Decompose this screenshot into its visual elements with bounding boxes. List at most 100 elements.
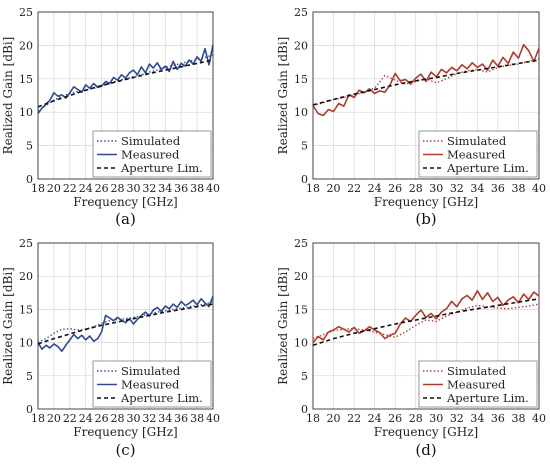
x-tick-label: 30 xyxy=(126,182,140,195)
x-tick-label: 24 xyxy=(79,412,93,425)
legend-entry: Simulated xyxy=(121,134,181,148)
x-tick-label: 38 xyxy=(511,182,525,195)
x-tick-label: 22 xyxy=(347,182,361,195)
x-tick-label: 26 xyxy=(388,182,402,195)
y-tick-label: 25 xyxy=(19,237,33,250)
y-tick-label: 20 xyxy=(19,39,33,52)
y-tick-label: 15 xyxy=(294,73,308,86)
y-tick-label: 20 xyxy=(294,270,308,283)
x-tick-label: 18 xyxy=(306,412,320,425)
y-tick-label: 20 xyxy=(294,39,308,52)
chart-panel-d: 18 20 22 24 26 28 30 32 34 36 38 40 0 5 10 15 20 25 Simula… xyxy=(276,237,546,459)
x-tick-label: 28 xyxy=(111,182,125,195)
x-tick-label: 30 xyxy=(126,412,140,425)
x-tick-label: 36 xyxy=(491,182,505,195)
x-tick-label: 32 xyxy=(450,182,464,195)
y-tick-label: 10 xyxy=(19,106,33,119)
legend-entry: Simulated xyxy=(121,364,181,378)
legend-entry: Aperture Lim. xyxy=(446,161,529,175)
legend-entry: Aperture Lim. xyxy=(446,391,529,405)
y-tick-label: 0 xyxy=(26,403,33,416)
x-tick-label: 20 xyxy=(47,412,61,425)
x-axis-label: Frequency [GHz] xyxy=(73,425,177,439)
x-tick-label: 24 xyxy=(368,182,382,195)
y-tick-label: 15 xyxy=(294,303,308,316)
plot-frame xyxy=(37,242,214,410)
x-tick-label: 32 xyxy=(450,412,464,425)
y-tick-label: 0 xyxy=(301,173,308,186)
x-tick-label: 22 xyxy=(63,182,77,195)
x-tick-label: 20 xyxy=(327,182,341,195)
y-tick-label: 0 xyxy=(301,403,308,416)
x-tick-label: 20 xyxy=(47,182,61,195)
x-tick-label: 26 xyxy=(95,412,109,425)
y-tick-label: 5 xyxy=(26,140,33,153)
series-line-measured xyxy=(37,295,214,353)
series-line-aperture-lim xyxy=(37,59,214,108)
series-line-aperture-lim xyxy=(312,59,540,106)
x-tick-label: 34 xyxy=(470,412,484,425)
x-tick-label: 34 xyxy=(158,182,172,195)
x-tick-label: 22 xyxy=(347,412,361,425)
x-tick-label: 40 xyxy=(532,182,546,195)
series-line-measured xyxy=(312,43,540,117)
chart-panel-b: 18 20 22 24 26 28 30 32 34 36 38 40 0 5 10 15 20 25 Simula… xyxy=(276,6,546,228)
legend-entry: Measured xyxy=(447,378,506,392)
x-tick-label: 36 xyxy=(174,182,188,195)
y-tick-label: 25 xyxy=(19,6,33,19)
y-tick-label: 10 xyxy=(294,106,308,119)
y-axis-label: Realized Gain [dBi] xyxy=(276,267,290,385)
x-tick-label: 38 xyxy=(190,412,204,425)
series-line-simulated xyxy=(312,303,540,340)
plot-frame xyxy=(37,11,214,180)
x-tick-label: 36 xyxy=(491,412,505,425)
legend-entry: Simulated xyxy=(447,134,507,148)
x-tick-label: 34 xyxy=(158,412,172,425)
legend-entry: Measured xyxy=(121,378,180,392)
legend-entry: Aperture Lim. xyxy=(120,161,203,175)
x-tick-label: 22 xyxy=(63,412,77,425)
y-tick-label: 25 xyxy=(294,237,308,250)
x-tick-label: 40 xyxy=(206,412,220,425)
series-line-simulated xyxy=(37,300,214,344)
x-tick-label: 24 xyxy=(368,412,382,425)
legend-entry: Simulated xyxy=(447,364,507,378)
x-tick-label: 26 xyxy=(95,182,109,195)
series-line-aperture-lim xyxy=(312,298,540,347)
x-tick-label: 38 xyxy=(511,412,525,425)
panel-label: (a) xyxy=(115,210,136,228)
series-line-aperture-lim xyxy=(37,303,214,345)
x-tick-label: 20 xyxy=(327,412,341,425)
x-tick-label: 30 xyxy=(429,412,443,425)
x-tick-label: 40 xyxy=(532,412,546,425)
x-tick-label: 28 xyxy=(111,412,125,425)
x-tick-label: 36 xyxy=(174,412,188,425)
x-tick-label: 18 xyxy=(31,412,45,425)
chart-panel-a: 18 20 22 24 26 28 30 32 34 36 38 400510152025Simula… xyxy=(1,6,220,228)
y-axis-label: Realized Gain [dBi] xyxy=(1,267,15,385)
x-tick-label: 40 xyxy=(206,182,220,195)
panel-label: (c) xyxy=(115,441,135,459)
chart-panel-c: 18 20 22 24 26 28 30 32 34 36 38 400510152025Simula… xyxy=(1,237,220,459)
y-tick-label: 10 xyxy=(19,337,33,350)
x-tick-label: 30 xyxy=(429,182,443,195)
x-tick-label: 28 xyxy=(409,412,423,425)
x-tick-label: 26 xyxy=(388,412,402,425)
y-axis-label: Realized Gain [dBi] xyxy=(1,37,15,155)
x-axis-label: Frequency [GHz] xyxy=(374,425,478,439)
x-tick-label: 28 xyxy=(409,182,423,195)
series-line-measured xyxy=(312,289,540,344)
plot-frame xyxy=(312,11,540,180)
y-tick-label: 15 xyxy=(19,303,33,316)
x-tick-label: 32 xyxy=(142,182,156,195)
x-tick-label: 18 xyxy=(31,182,45,195)
x-tick-label: 24 xyxy=(79,182,93,195)
y-tick-label: 5 xyxy=(301,140,308,153)
y-axis-label: Realized Gain [dBi] xyxy=(276,37,290,155)
panel-label: (b) xyxy=(415,210,436,228)
panel-label: (d) xyxy=(415,441,436,459)
y-tick-label: 20 xyxy=(19,270,33,283)
y-tick-label: 15 xyxy=(19,73,33,86)
